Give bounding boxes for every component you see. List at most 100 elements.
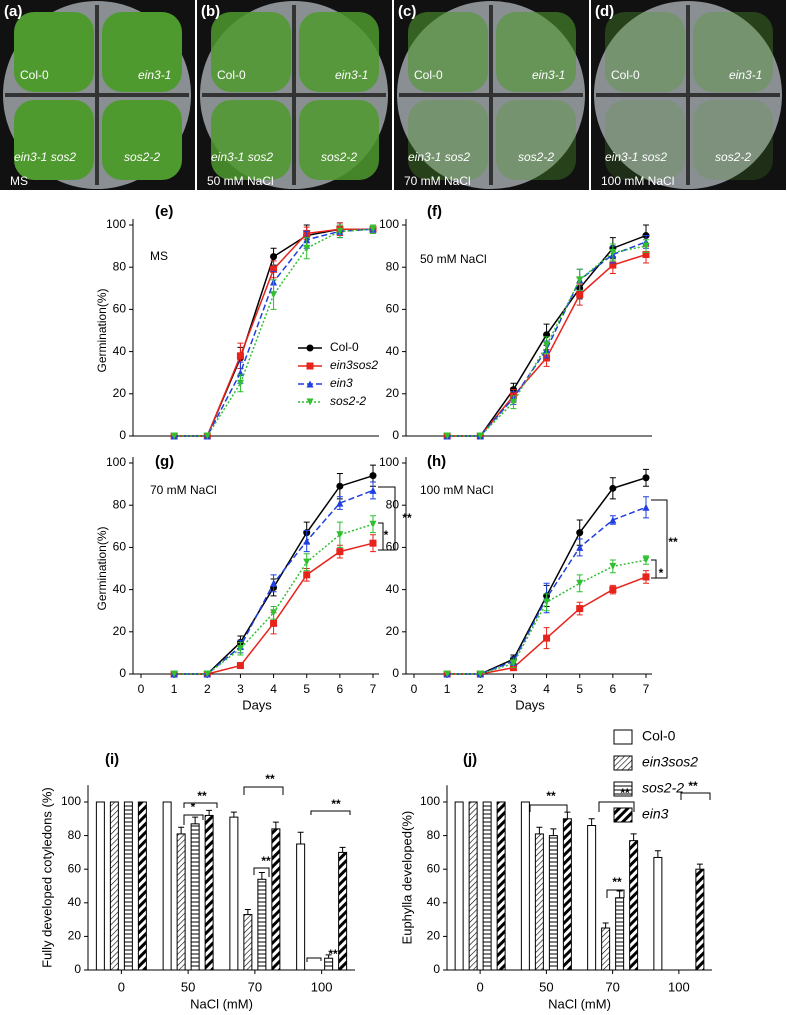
y-tick-label: 40 <box>386 582 400 596</box>
y-tick-label: 60 <box>386 302 400 316</box>
error-bar <box>564 811 571 819</box>
legend-swatch <box>613 807 633 823</box>
y-tick-label: 20 <box>113 386 127 400</box>
marker <box>576 543 584 551</box>
marker <box>576 529 584 537</box>
x-tick-label: 5 <box>576 682 583 696</box>
x-tick-label: 50 <box>539 979 553 994</box>
marker <box>203 432 211 440</box>
marker <box>303 571 311 579</box>
bar <box>601 927 611 971</box>
bracket <box>598 801 635 812</box>
bracket <box>651 559 657 579</box>
error-bar <box>602 922 609 928</box>
error-bar <box>536 826 543 834</box>
y-tick-label: 80 <box>68 828 82 842</box>
marker <box>303 244 311 252</box>
x-tick-label: 3 <box>237 682 244 696</box>
x-tick-label: 0 <box>138 682 145 696</box>
marker <box>443 670 451 678</box>
significance: ** <box>620 786 630 800</box>
panel-label: (b) <box>201 3 220 20</box>
y-tick-label: 0 <box>433 962 440 976</box>
y-tick-label: 100 <box>61 794 81 808</box>
genotype-label: Col-0 <box>217 68 246 82</box>
marker <box>303 558 311 566</box>
error-bar <box>244 909 251 915</box>
marker <box>443 432 451 440</box>
significance: ** <box>688 779 698 793</box>
marker <box>642 474 650 482</box>
legend-label: ein3 <box>642 806 669 822</box>
y-tick-label: 20 <box>427 929 441 943</box>
genotype-label: Col-0 <box>20 68 49 82</box>
error-bar <box>616 890 623 898</box>
marker <box>609 261 617 269</box>
y-tick-label: 0 <box>392 666 399 680</box>
bar <box>296 843 306 971</box>
y-tick-label: 20 <box>386 386 400 400</box>
y-tick-label: 100 <box>106 455 126 469</box>
y-axis-label: Germination(%) <box>95 288 109 372</box>
genotype-label: ein3-1 <box>335 68 368 82</box>
y-tick-label: 100 <box>420 794 440 808</box>
marker <box>576 605 584 613</box>
bracket <box>310 810 351 815</box>
y-tick-label: 100 <box>379 455 399 469</box>
y-tick-label: 0 <box>74 962 81 976</box>
error-bar <box>588 818 595 826</box>
error-bar <box>230 811 237 818</box>
bar <box>454 801 464 971</box>
y-tick-label: 80 <box>427 828 441 842</box>
x-tick-label: 5 <box>303 682 310 696</box>
y-tick-label: 0 <box>119 428 126 442</box>
error-bar <box>258 872 265 880</box>
legend-marker <box>306 380 314 388</box>
legend-label: sos2-2 <box>642 780 684 796</box>
y-tick-label: 60 <box>427 861 441 875</box>
marker <box>336 499 344 507</box>
bar <box>271 828 281 971</box>
treatment-label: 70 mM NaCl <box>404 174 471 188</box>
genotype-label: sos2-2 <box>321 150 357 164</box>
panel-subtitle: MS <box>150 249 168 263</box>
x-tick-label: 50 <box>181 979 195 994</box>
marker <box>609 516 617 524</box>
y-axis-label: Fully developed cotyledons (%) <box>39 787 54 968</box>
marker <box>303 537 311 545</box>
panel-label: (d) <box>595 3 614 20</box>
bar <box>243 914 253 971</box>
x-axis-label: NaCl (mM) <box>190 996 253 1011</box>
x-axis-label: NaCl (mM) <box>548 996 611 1011</box>
bar <box>123 801 133 971</box>
bar <box>615 897 625 971</box>
x-tick-label: 70 <box>605 979 619 994</box>
marker <box>270 619 278 627</box>
y-tick-label: 60 <box>386 540 400 554</box>
bar <box>629 840 639 971</box>
error-bar <box>272 821 279 829</box>
genotype-label: sos2-2 <box>124 150 160 164</box>
significance: * <box>659 566 664 580</box>
genotype-label: sos2-2 <box>715 150 751 164</box>
marker <box>509 659 517 667</box>
seedlings <box>102 100 182 180</box>
series-line <box>174 523 374 675</box>
genotype-label: Col-0 <box>611 68 640 82</box>
marker <box>369 472 377 480</box>
y-tick-label: 80 <box>113 497 127 511</box>
genotype-label: ein3-1 <box>532 68 565 82</box>
marker <box>369 225 377 233</box>
marker <box>642 503 650 511</box>
marker <box>270 253 278 261</box>
y-tick-label: 40 <box>427 895 441 909</box>
significance: * <box>191 800 196 814</box>
legend-label: sos2-2 <box>330 394 366 408</box>
photo-panel: (a) Col-0 ein3-1 ein3-1 sos2 sos2-2 MS <box>0 0 195 190</box>
y-tick-label: 0 <box>119 666 126 680</box>
legend-marker <box>306 344 314 352</box>
marker <box>336 548 344 556</box>
seedlings <box>693 12 773 92</box>
y-tick-label: 40 <box>113 582 127 596</box>
bracket <box>606 889 625 898</box>
